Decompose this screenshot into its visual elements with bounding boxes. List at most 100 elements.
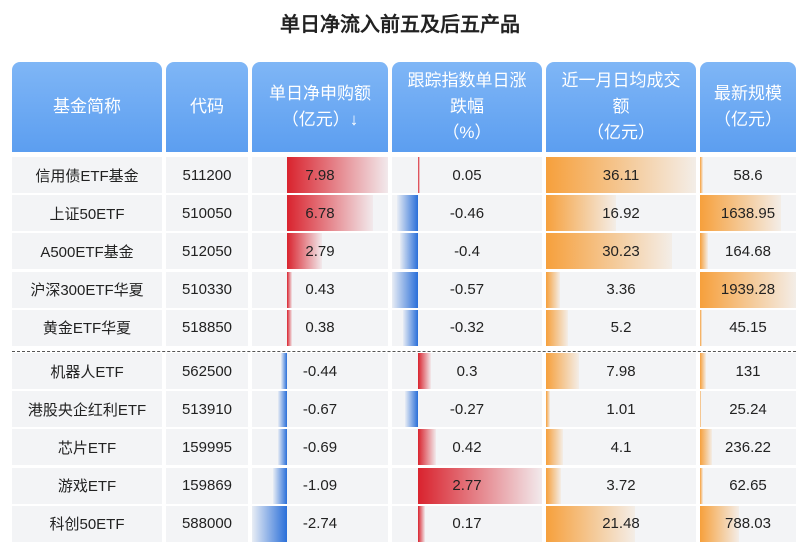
table-cell: -0.57 xyxy=(392,271,542,308)
table-cell: 511200 xyxy=(166,157,248,193)
header-text: （亿元） xyxy=(587,123,655,142)
data-bar xyxy=(546,353,580,389)
cell-text: 游戏ETF xyxy=(57,478,117,496)
table-cell: 0.38 xyxy=(252,309,388,346)
table-cell: 562500 xyxy=(166,353,248,389)
table-cell: 16.92 xyxy=(546,195,696,232)
data-bar xyxy=(546,391,551,428)
cell-text: 沪深300ETF华夏 xyxy=(30,282,144,300)
cell-text: 港股央企红利ETF xyxy=(27,401,147,419)
table-cell: 25.24 xyxy=(700,391,796,428)
cell-text: 236.22 xyxy=(725,438,771,456)
cell-text: 黄金ETF华夏 xyxy=(42,320,132,338)
data-bar xyxy=(392,271,418,308)
table-cell: -0.69 xyxy=(252,429,388,466)
cell-text: 科创50ETF xyxy=(49,516,125,534)
table-cell: 游戏ETF xyxy=(12,467,162,504)
data-bar xyxy=(700,505,739,542)
table-cell: 518850 xyxy=(166,309,248,346)
cell-text: -0.32 xyxy=(449,319,485,337)
cell-text: 518850 xyxy=(181,319,233,337)
cell-text: 机器人ETF xyxy=(50,363,124,381)
header-cell: 跟踪指数单日涨 跌幅 （%） xyxy=(392,62,542,152)
table-cell: 1939.28 xyxy=(700,271,796,308)
cell-text: -2.74 xyxy=(302,515,338,533)
cell-text: -0.44 xyxy=(302,362,338,380)
data-bar xyxy=(546,195,617,232)
table-cell: 788.03 xyxy=(700,505,796,542)
data-bar xyxy=(286,271,293,308)
cell-text: 0.42 xyxy=(452,438,482,456)
cell-text: 512050 xyxy=(181,242,233,260)
table-cell: 0.17 xyxy=(392,505,542,542)
header-text: 代码 xyxy=(190,97,224,116)
data-bar xyxy=(700,429,712,466)
table-cell: 0.05 xyxy=(392,157,542,193)
table-cell: 0.43 xyxy=(252,271,388,308)
table-cell: 沪深300ETF华夏 xyxy=(12,271,162,308)
table-cell: 510050 xyxy=(166,195,248,232)
table-cell: 7.98 xyxy=(252,157,388,193)
table-cell: 45.15 xyxy=(700,309,796,346)
table-cell: 21.48 xyxy=(546,505,696,542)
cell-text: 62.65 xyxy=(729,477,767,495)
data-bar xyxy=(700,353,707,389)
table-cell: 62.65 xyxy=(700,467,796,504)
cell-text: 4.1 xyxy=(610,438,632,456)
cell-text: 芯片ETF xyxy=(57,439,117,457)
table-cell: 36.11 xyxy=(546,157,696,193)
table-cell: 58.6 xyxy=(700,157,796,193)
cell-text: 0.43 xyxy=(305,281,335,299)
data-bar xyxy=(403,309,418,346)
table-cell: 164.68 xyxy=(700,233,796,270)
cell-text: 25.24 xyxy=(729,400,767,418)
data-bar xyxy=(278,429,287,466)
cell-text: 58.6 xyxy=(733,166,763,184)
cell-text: 上证50ETF xyxy=(49,205,125,223)
data-bar xyxy=(417,505,426,542)
data-bar xyxy=(546,271,560,308)
table-cell: 510330 xyxy=(166,271,248,308)
data-bar xyxy=(700,391,702,428)
data-bar xyxy=(700,233,709,270)
cell-text: -0.67 xyxy=(302,400,338,418)
header-text: （%） xyxy=(442,123,492,142)
table-cell: A500ETF基金 xyxy=(12,233,162,270)
table-cell: 芯片ETF xyxy=(12,429,162,466)
cell-text: 7.98 xyxy=(606,362,636,380)
cell-text: A500ETF基金 xyxy=(40,243,134,261)
table-cell: 4.1 xyxy=(546,429,696,466)
table-cell: 3.36 xyxy=(546,271,696,308)
data-bar xyxy=(546,505,636,542)
group-divider xyxy=(12,351,796,352)
table-cell: 1.01 xyxy=(546,391,696,428)
cell-text: 16.92 xyxy=(602,204,640,222)
cell-text: 3.72 xyxy=(606,477,636,495)
cell-text: 0.3 xyxy=(456,362,478,380)
cell-text: 164.68 xyxy=(725,242,771,260)
cell-text: 0.17 xyxy=(452,515,482,533)
data-bar xyxy=(405,391,418,428)
data-bar xyxy=(252,505,287,542)
cell-text: 21.48 xyxy=(602,515,640,533)
table-cell: 机器人ETF xyxy=(12,353,162,389)
header-cell: 代码 xyxy=(166,62,248,152)
data-bar xyxy=(546,157,696,193)
cell-text: -0.69 xyxy=(302,438,338,456)
table-cell: 2.77 xyxy=(392,467,542,504)
cell-text: 159995 xyxy=(181,438,233,456)
data-bar xyxy=(417,157,420,193)
cell-text: 0.38 xyxy=(305,319,335,337)
cell-text: 7.98 xyxy=(305,166,335,184)
table-cell: 黄金ETF华夏 xyxy=(12,309,162,346)
data-bar xyxy=(286,233,323,270)
data-bar xyxy=(700,271,796,308)
data-bar xyxy=(546,467,562,504)
table-cell: 0.3 xyxy=(392,353,542,389)
header-text: 近一月日均成交 xyxy=(561,71,681,90)
table-cell: 236.22 xyxy=(700,429,796,466)
cell-text: 1.01 xyxy=(606,400,636,418)
data-bar xyxy=(286,195,373,232)
header-text: 跌幅 xyxy=(450,97,484,116)
table-cell: 2.79 xyxy=(252,233,388,270)
